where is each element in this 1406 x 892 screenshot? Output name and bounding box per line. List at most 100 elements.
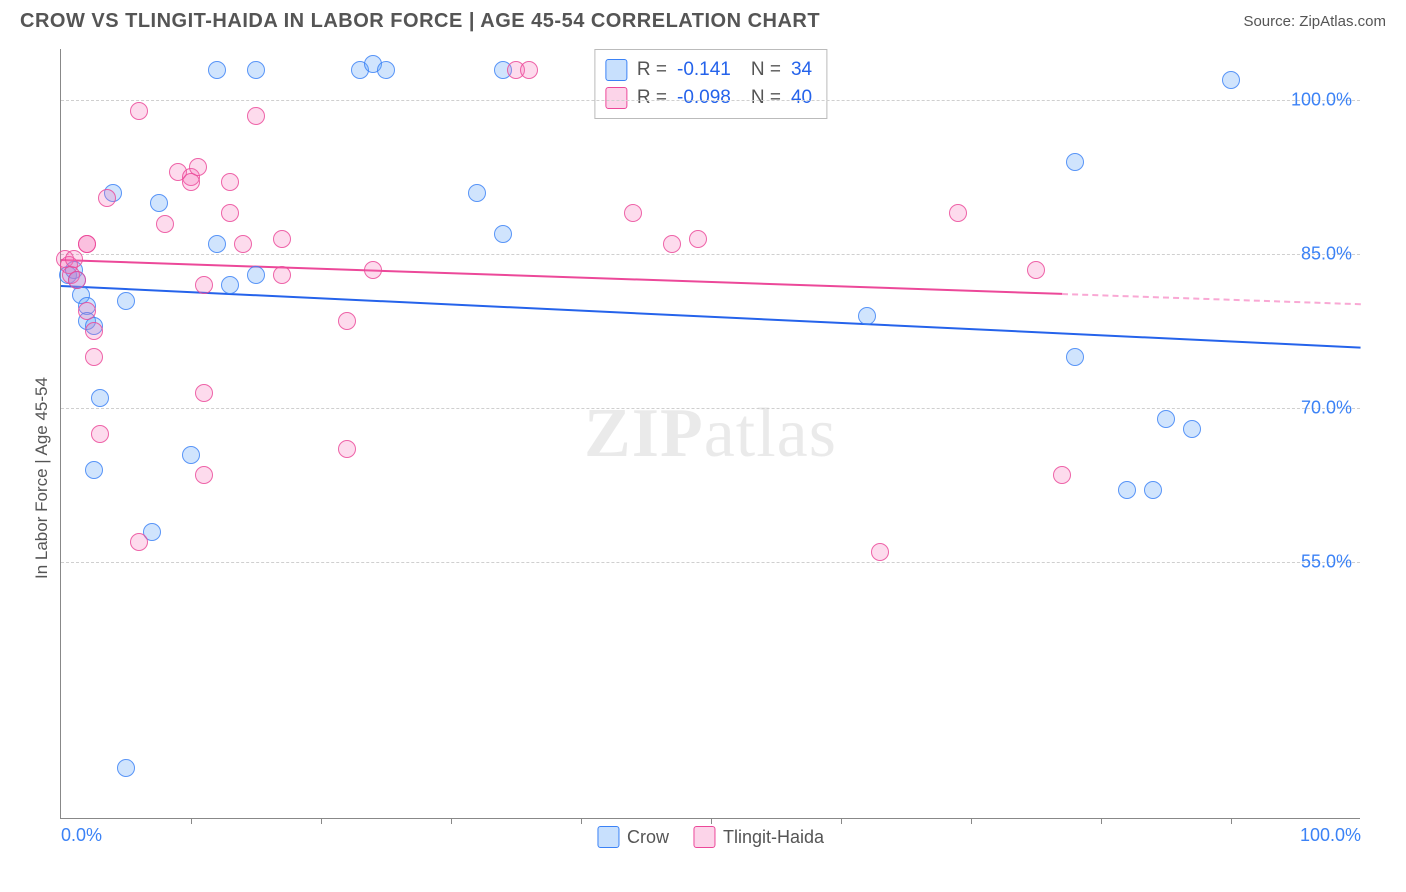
legend-swatch	[605, 59, 627, 81]
gridline	[61, 562, 1360, 563]
n-label: N =	[751, 84, 781, 112]
data-point-th	[663, 235, 681, 253]
data-point-crow	[91, 389, 109, 407]
data-point-th	[78, 235, 96, 253]
x-tick-mark	[451, 818, 452, 824]
data-point-th	[1053, 466, 1071, 484]
data-point-th	[221, 204, 239, 222]
data-point-th	[247, 107, 265, 125]
trend-line-th	[1062, 293, 1361, 305]
watermark-bold: ZIP	[584, 395, 704, 472]
data-point-th	[338, 312, 356, 330]
data-point-crow	[1144, 481, 1162, 499]
data-point-crow	[1118, 481, 1136, 499]
data-point-th	[182, 173, 200, 191]
y-tick-label: 100.0%	[1291, 90, 1352, 111]
data-point-th	[689, 230, 707, 248]
series-legend-item: Crow	[597, 826, 669, 848]
data-point-th	[338, 440, 356, 458]
legend-swatch	[605, 87, 627, 109]
r-label: R =	[637, 56, 667, 84]
data-point-crow	[494, 225, 512, 243]
data-point-crow	[150, 194, 168, 212]
data-point-th	[85, 348, 103, 366]
x-tick-mark	[1101, 818, 1102, 824]
data-point-crow	[247, 61, 265, 79]
data-point-crow	[1066, 348, 1084, 366]
watermark-light: atlas	[704, 395, 837, 472]
data-point-th	[273, 230, 291, 248]
data-point-th	[91, 425, 109, 443]
data-point-th	[949, 204, 967, 222]
n-value: 34	[791, 56, 812, 84]
r-label: R =	[637, 84, 667, 112]
data-point-th	[273, 266, 291, 284]
x-tick-mark	[971, 818, 972, 824]
series-legend-item: Tlingit-Haida	[693, 826, 824, 848]
data-point-th	[195, 384, 213, 402]
data-point-th	[68, 271, 86, 289]
plot-area: ZIPatlas R =-0.141N =34R =-0.098N =40 Cr…	[60, 49, 1360, 819]
data-point-crow	[208, 61, 226, 79]
stats-legend-row: R = -0.141 N = 34	[605, 56, 812, 84]
data-point-crow	[1066, 153, 1084, 171]
data-point-th	[871, 543, 889, 561]
gridline	[61, 100, 1360, 101]
data-point-crow	[182, 446, 200, 464]
legend-swatch	[693, 826, 715, 848]
data-point-th	[1027, 261, 1045, 279]
data-point-th	[195, 276, 213, 294]
x-tick-label: 100.0%	[1300, 825, 1361, 846]
x-tick-mark	[581, 818, 582, 824]
legend-swatch	[597, 826, 619, 848]
series-label: Tlingit-Haida	[723, 827, 824, 848]
chart-title: CROW VS TLINGIT-HAIDA IN LABOR FORCE | A…	[20, 10, 820, 33]
stats-legend: R = -0.141 N = 34 R = -0.098 N = 40	[594, 49, 827, 119]
data-point-crow	[247, 266, 265, 284]
stats-legend-row: R = -0.098 N = 40	[605, 84, 812, 112]
data-point-crow	[858, 307, 876, 325]
data-point-crow	[85, 461, 103, 479]
data-point-th	[85, 322, 103, 340]
data-point-crow	[1183, 420, 1201, 438]
x-tick-mark	[321, 818, 322, 824]
n-value: 40	[791, 84, 812, 112]
data-point-crow	[117, 759, 135, 777]
data-point-th	[65, 250, 83, 268]
n-label: N =	[751, 56, 781, 84]
y-axis-title: In Labor Force | Age 45-54	[32, 377, 52, 579]
data-point-crow	[208, 235, 226, 253]
data-point-th	[364, 261, 382, 279]
data-point-th	[195, 466, 213, 484]
x-tick-mark	[191, 818, 192, 824]
source-label: Source: ZipAtlas.com	[1243, 13, 1386, 30]
header-row: CROW VS TLINGIT-HAIDA IN LABOR FORCE | A…	[0, 0, 1406, 39]
y-tick-label: 70.0%	[1301, 398, 1352, 419]
data-point-crow	[377, 61, 395, 79]
data-point-crow	[221, 276, 239, 294]
data-point-crow	[1222, 71, 1240, 89]
data-point-th	[624, 204, 642, 222]
series-legend: Crow Tlingit-Haida	[597, 826, 824, 848]
data-point-crow	[468, 184, 486, 202]
watermark: ZIPatlas	[584, 394, 837, 474]
trend-line-crow	[61, 285, 1361, 349]
r-value: -0.141	[677, 56, 731, 84]
data-point-th	[78, 302, 96, 320]
x-tick-mark	[711, 818, 712, 824]
data-point-th	[130, 102, 148, 120]
gridline	[61, 254, 1360, 255]
data-point-th	[221, 173, 239, 191]
data-point-th	[98, 189, 116, 207]
y-tick-label: 55.0%	[1301, 552, 1352, 573]
x-tick-label: 0.0%	[61, 825, 102, 846]
data-point-th	[156, 215, 174, 233]
data-point-crow	[117, 292, 135, 310]
data-point-th	[130, 533, 148, 551]
chart-container: In Labor Force | Age 45-54 ZIPatlas R =-…	[20, 39, 1386, 849]
data-point-th	[234, 235, 252, 253]
y-tick-label: 85.0%	[1301, 244, 1352, 265]
x-tick-mark	[1231, 818, 1232, 824]
series-label: Crow	[627, 827, 669, 848]
r-value: -0.098	[677, 84, 731, 112]
